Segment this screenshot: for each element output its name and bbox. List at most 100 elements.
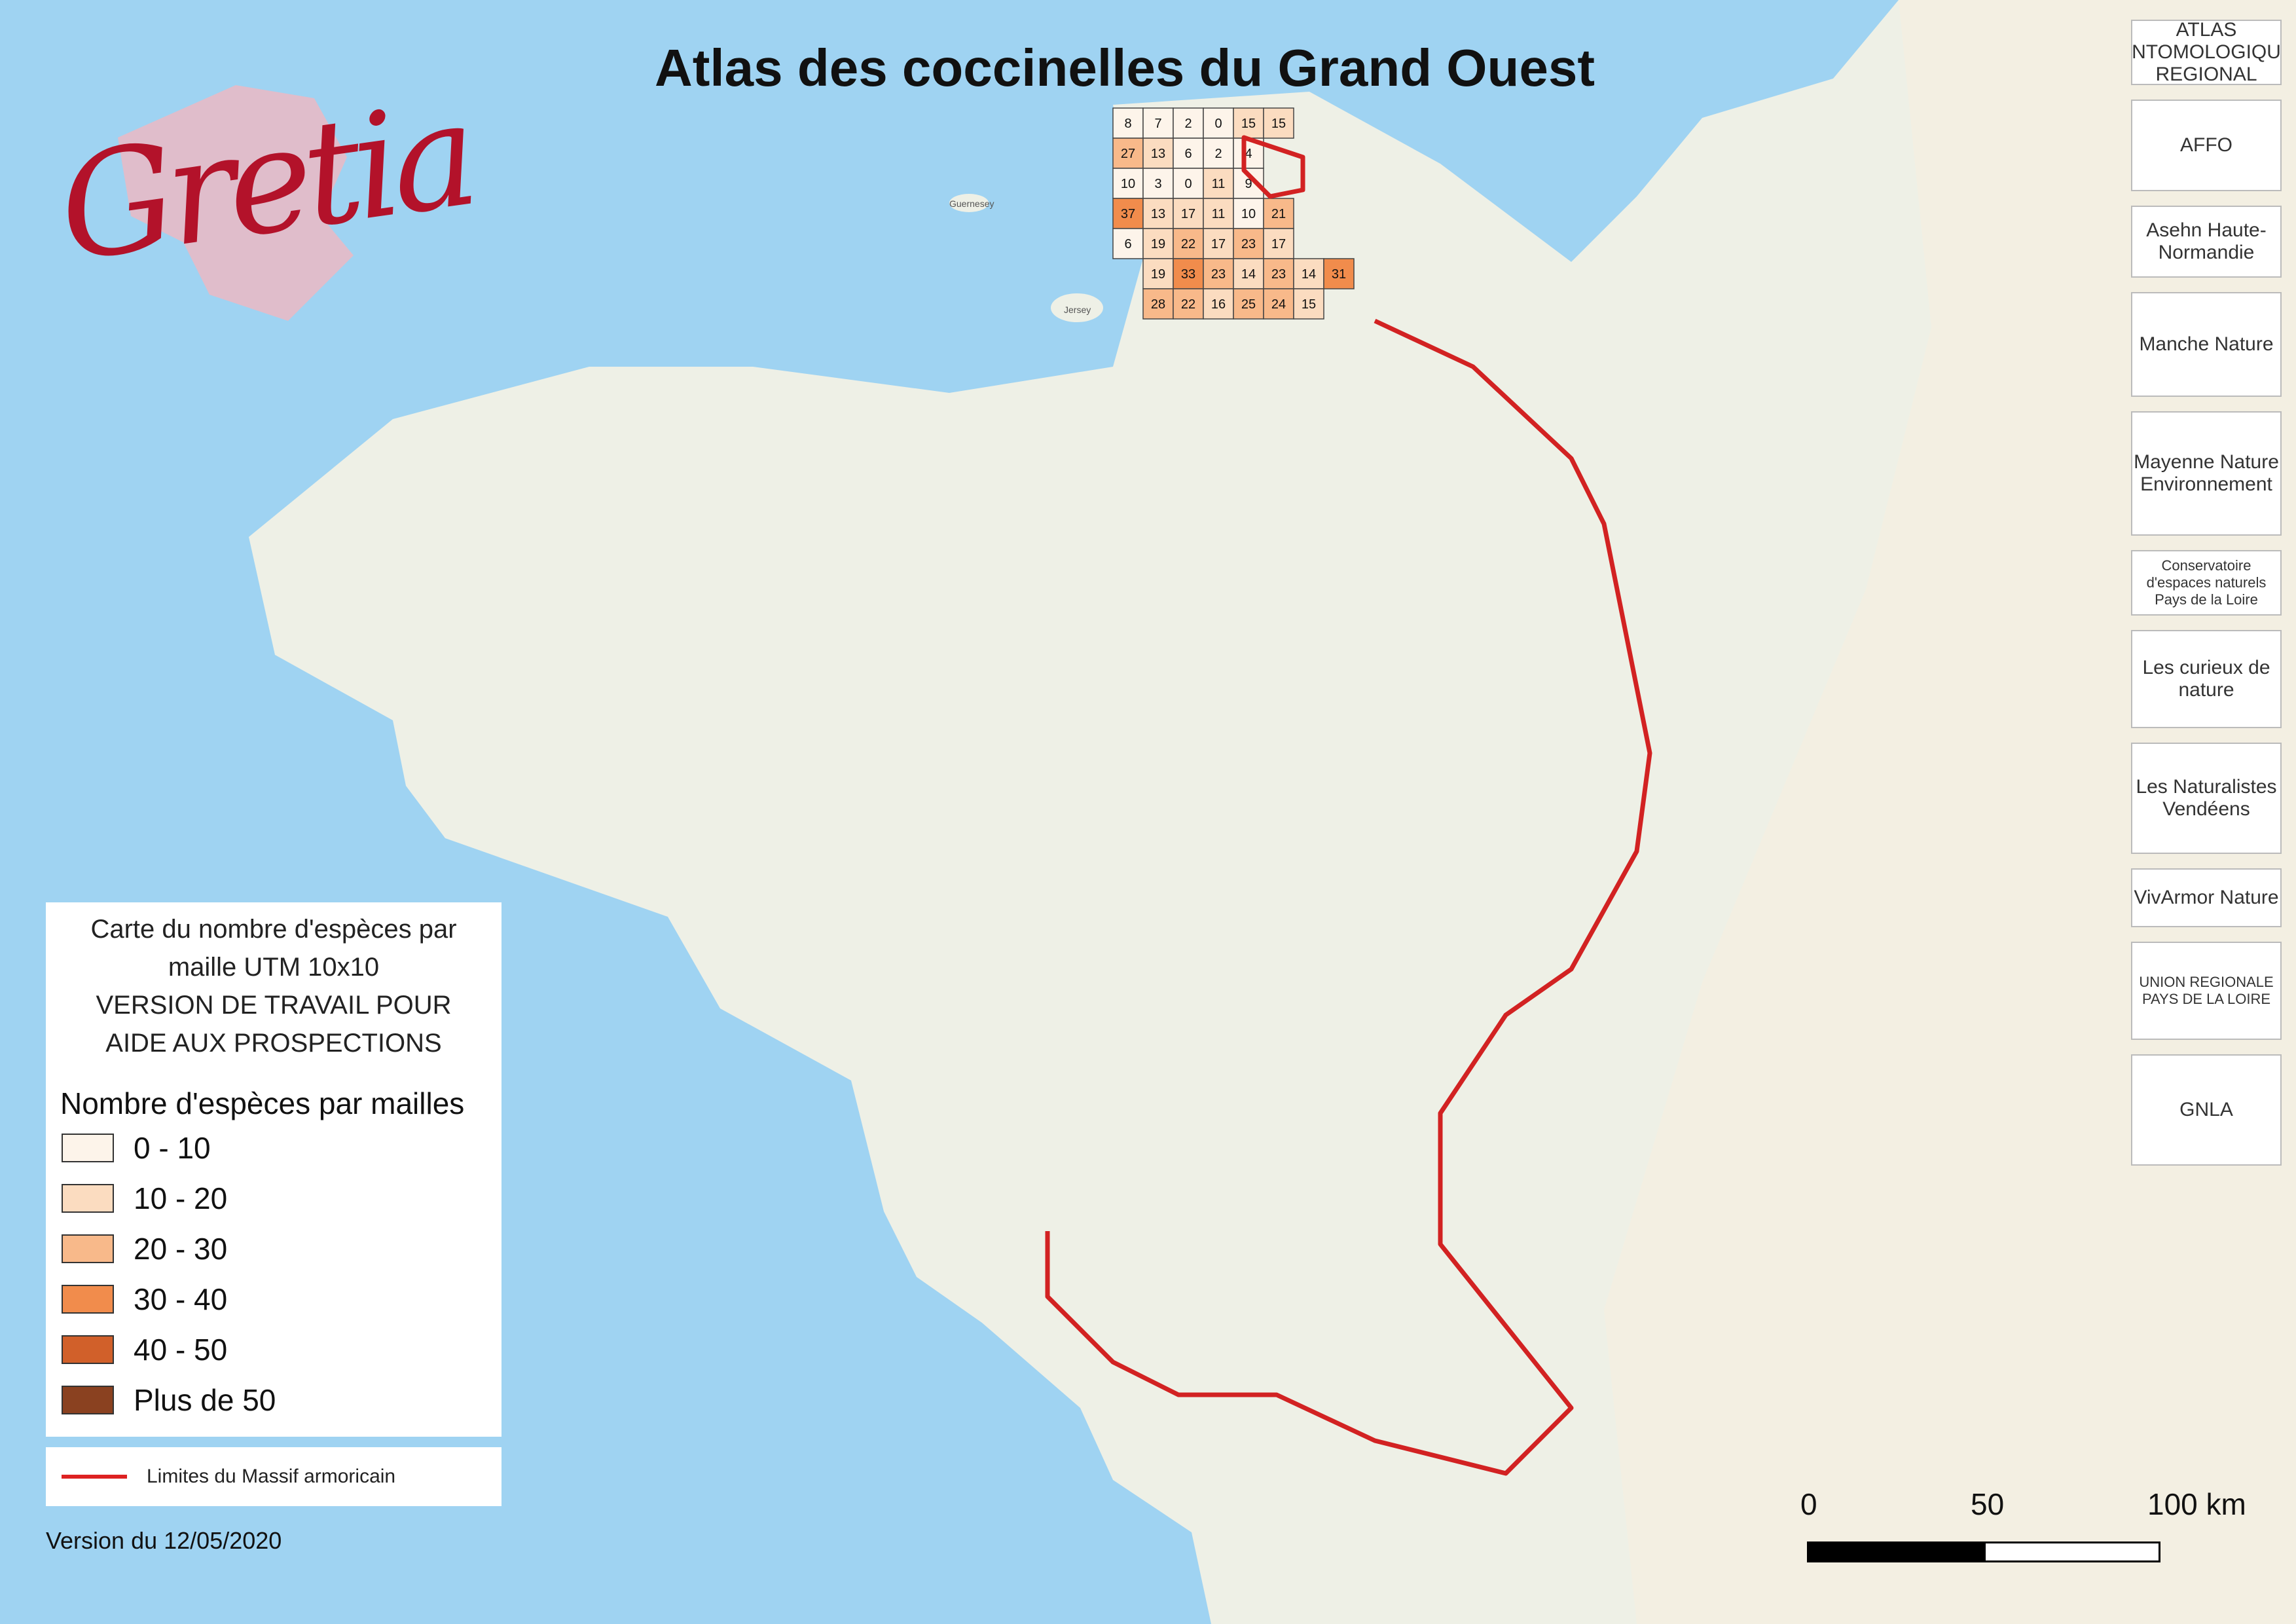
grid-cell[interactable] — [1173, 107, 1204, 139]
legend-class-label: Plus de 50 — [134, 1383, 276, 1417]
legend-heading-line: VERSION DE TRAVAIL POUR — [96, 991, 452, 1020]
grid-cell-count: 23 — [1271, 267, 1286, 282]
massif-armoricain-boundary — [1045, 135, 1652, 1476]
grid-cell[interactable] — [1203, 228, 1234, 259]
grid-cell-count: 4 — [1245, 147, 1252, 161]
grid-cell[interactable] — [1173, 138, 1204, 169]
vivarmor-nature-logo: VivArmor Nature — [2131, 868, 2282, 927]
legend-heading: Carte du nombre d'espèces par maille UTM… — [46, 910, 501, 1062]
grid-cell[interactable] — [1142, 138, 1174, 169]
legend-panel: Carte du nombre d'espèces par maille UTM… — [46, 902, 501, 1437]
grid-cell-count: 2 — [1184, 117, 1192, 131]
legend-class-row: 30 - 40 — [62, 1282, 227, 1316]
grid-cell[interactable] — [1173, 198, 1204, 229]
legend-swatch — [62, 1134, 114, 1162]
grid-cell[interactable] — [1263, 228, 1294, 259]
grid-cell-count: 0 — [1214, 117, 1222, 131]
legend-swatch — [62, 1234, 114, 1263]
scale-label-50: 50 — [1971, 1487, 2005, 1521]
grid-cell-count: 22 — [1181, 237, 1195, 251]
grid-cell[interactable] — [1233, 228, 1264, 259]
legend-swatch — [62, 1335, 114, 1364]
legend-swatch — [62, 1285, 114, 1314]
boundary-label: Limites du Massif armoricain — [147, 1466, 396, 1487]
grid-cell-count: 27 — [1121, 147, 1135, 161]
mayenne-nature-environnement-logo: Mayenne Nature Environnement — [2131, 411, 2282, 536]
grid-cell-count: 7 — [1154, 117, 1161, 131]
grid-cell[interactable] — [1142, 288, 1174, 320]
grid-cell-count: 3 — [1154, 177, 1161, 191]
legend-class-row: Plus de 50 — [62, 1383, 276, 1417]
grid-cell-count: 10 — [1241, 207, 1256, 221]
guernsey-label: Guernesey — [949, 198, 994, 209]
grid-cell[interactable] — [1263, 258, 1294, 289]
legend-class-row: 40 - 50 — [62, 1333, 228, 1367]
boundary-legend: Limites du Massif armoricain — [46, 1447, 501, 1506]
grid-cell[interactable] — [1233, 258, 1264, 289]
map-title: Atlas des coccinelles du Grand Ouest — [655, 39, 1595, 97]
legend-class-label: 40 - 50 — [134, 1333, 228, 1367]
legend-class-row: 0 - 10 — [62, 1131, 211, 1165]
les-curieux-de-nature-logo: Les curieux de nature — [2131, 630, 2282, 728]
grid-cell-count: 0 — [1184, 177, 1192, 191]
grid-cell[interactable] — [1263, 107, 1294, 139]
version-date: Version du 12/05/2020 — [46, 1527, 282, 1554]
legend-class-label: 0 - 10 — [134, 1131, 211, 1165]
grid-cell-count: 13 — [1151, 147, 1165, 161]
grid-cell[interactable] — [1233, 288, 1264, 320]
gnla-logo: GNLA — [2131, 1054, 2282, 1166]
grid-cell[interactable] — [1293, 258, 1324, 289]
cen-pays-de-la-loire-logo: Conservatoire d'espaces naturels Pays de… — [2131, 550, 2282, 616]
grid-cell-count: 14 — [1241, 267, 1256, 282]
grid-cell-count: 6 — [1124, 237, 1131, 251]
grid-cell-count: 13 — [1151, 207, 1165, 221]
gretia-logo — [118, 85, 354, 321]
legend-swatch — [62, 1184, 114, 1213]
asehn-logo: Asehn Haute-Normandie — [2131, 206, 2282, 278]
grid-cell-count: 31 — [1332, 267, 1346, 282]
grid-cell-count: 9 — [1245, 177, 1252, 191]
grid-cell-count: 25 — [1241, 297, 1256, 312]
grid-cell-count: 17 — [1271, 237, 1286, 251]
grid-cell-count: 28 — [1151, 297, 1165, 312]
grid-cell[interactable] — [1203, 168, 1234, 199]
grid-cell[interactable] — [1203, 258, 1234, 289]
grid-cell-count: 16 — [1211, 297, 1226, 312]
grid-cell[interactable] — [1112, 138, 1144, 169]
legend-class-row: 10 - 20 — [62, 1181, 227, 1215]
grid-cell-count: 14 — [1302, 267, 1316, 282]
grid-cell[interactable] — [1112, 198, 1144, 229]
grid-cell-count: 24 — [1271, 297, 1286, 312]
grid-cell[interactable] — [1263, 288, 1294, 320]
legend-classes-title: Nombre d'espèces par mailles — [60, 1086, 465, 1120]
grid-cell-count: 10 — [1121, 177, 1135, 191]
grid-cell-count: 15 — [1302, 297, 1316, 312]
scale-segment-white — [1984, 1541, 2160, 1562]
grid-cell-count: 23 — [1211, 267, 1226, 282]
atlas-entomologique-logo: ATLAS ENTOMOLOGIQUE REGIONAL — [2131, 20, 2282, 85]
grid-cell[interactable] — [1173, 258, 1204, 289]
grid-cell[interactable] — [1323, 258, 1355, 289]
grid-cell-count: 15 — [1271, 117, 1286, 131]
grid-cell[interactable] — [1203, 288, 1234, 320]
grid-cell-count: 33 — [1181, 267, 1195, 282]
grid-cell-count: 17 — [1181, 207, 1195, 221]
jersey-label: Jersey — [1064, 304, 1091, 315]
grid-cell-count: 11 — [1212, 177, 1226, 191]
guernsey-island — [949, 194, 989, 212]
grid-cell[interactable] — [1203, 198, 1234, 229]
grid-cell[interactable] — [1233, 107, 1264, 139]
grid-cell-count: 22 — [1181, 297, 1195, 312]
legend-heading-line: AIDE AUX PROSPECTIONS — [105, 1029, 442, 1058]
grid-cell[interactable] — [1173, 168, 1204, 199]
scale-segment-black — [1807, 1541, 1984, 1562]
grid-cell[interactable] — [1173, 288, 1204, 320]
grid-cell[interactable] — [1293, 288, 1324, 320]
legend-heading-line: Carte du nombre d'espèces par — [90, 915, 457, 944]
manche-nature-logo: Manche Nature — [2131, 292, 2282, 397]
jersey-island — [1051, 293, 1103, 322]
legend-class-label: 20 - 30 — [134, 1232, 228, 1266]
scale-label-0: 0 — [1800, 1487, 1817, 1521]
